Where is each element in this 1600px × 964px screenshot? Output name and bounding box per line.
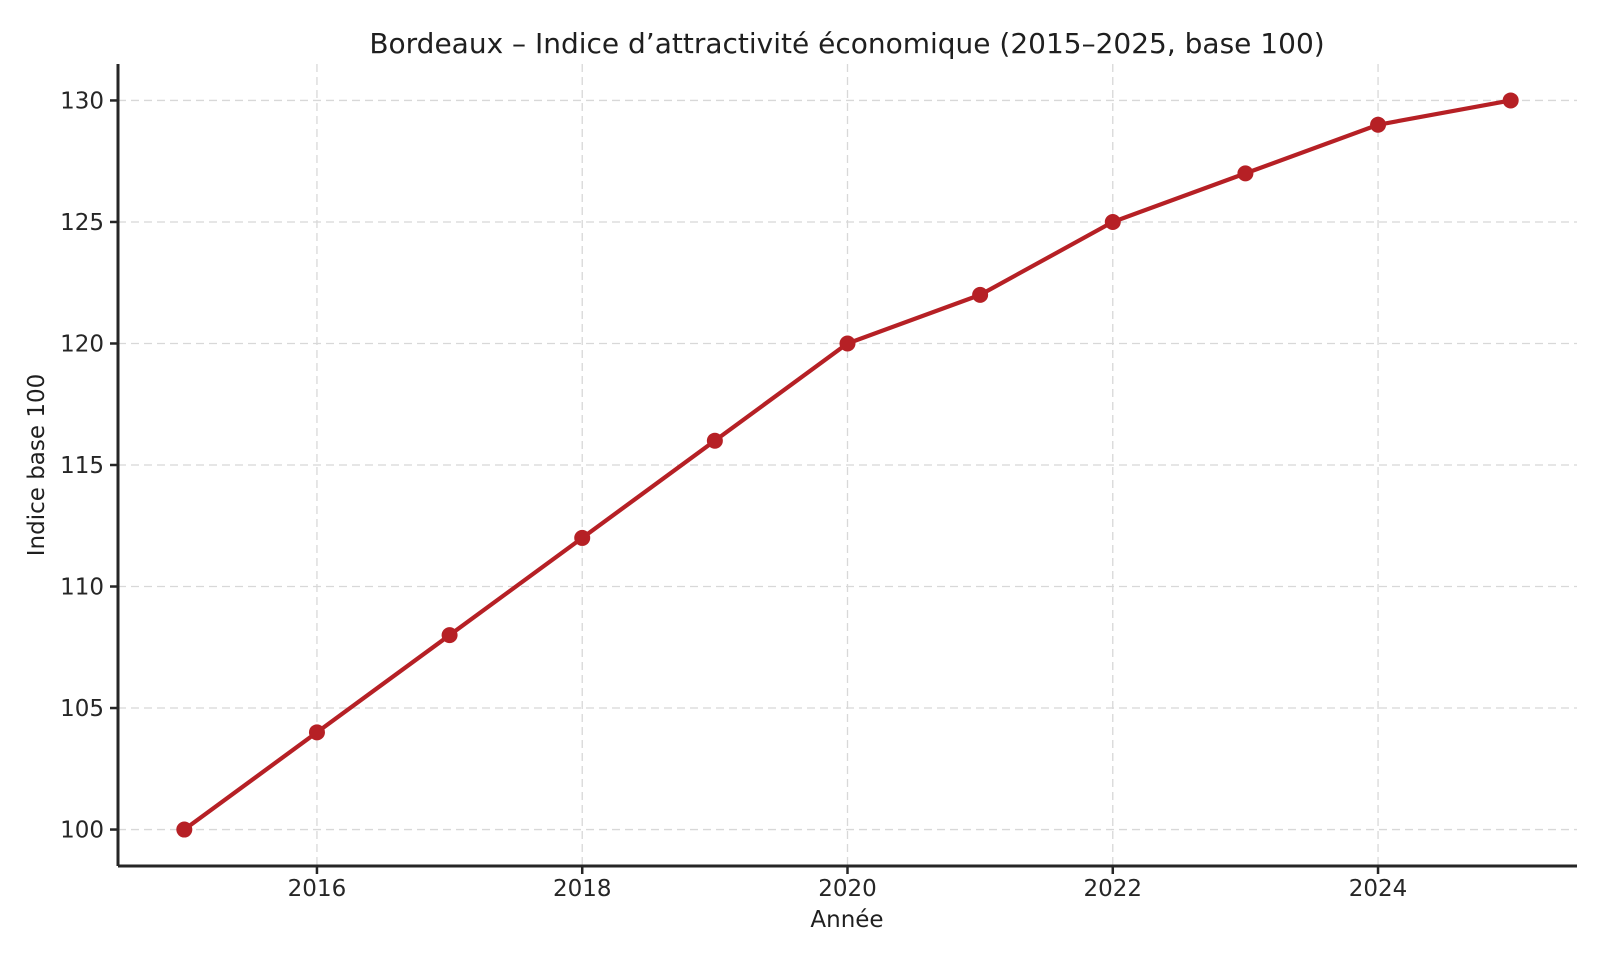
data-point-2023 — [1237, 165, 1254, 182]
x-axis-label: Année — [810, 907, 883, 933]
y-tick-label: 130 — [60, 88, 104, 114]
data-point-2024 — [1370, 116, 1387, 133]
x-tick-label: 2018 — [553, 876, 612, 902]
data-point-2022 — [1104, 213, 1121, 230]
y-tick-label: 110 — [60, 575, 104, 601]
x-tick-label: 2024 — [1349, 876, 1408, 902]
data-point-2016 — [308, 724, 325, 741]
y-tick-label: 105 — [60, 696, 104, 722]
data-point-2020 — [839, 335, 856, 352]
data-point-2018 — [574, 529, 591, 546]
y-axis-label: Indice base 100 — [24, 374, 50, 557]
data-point-2021 — [972, 286, 989, 303]
axis-ticks — [110, 99, 1380, 874]
y-tick-label: 120 — [60, 331, 104, 357]
x-tick-label: 2016 — [288, 876, 347, 902]
data-point-2015 — [176, 821, 193, 838]
line-series — [176, 92, 1519, 838]
y-tick-label: 115 — [60, 453, 104, 479]
data-point-2019 — [706, 432, 723, 449]
chart-title: Bordeaux – Indice d’attractivité économi… — [369, 27, 1324, 60]
gridlines — [118, 64, 1577, 866]
x-tick-label: 2022 — [1083, 876, 1142, 902]
data-point-2025 — [1502, 92, 1519, 109]
y-tick-label: 125 — [60, 210, 104, 236]
y-tick-label: 100 — [60, 818, 104, 844]
x-tick-label: 2020 — [818, 876, 877, 902]
tick-labels: 2016 2018 2020 2022 2024 100 105 110 115 120 125 13… — [60, 88, 1407, 902]
data-point-2017 — [441, 627, 458, 644]
